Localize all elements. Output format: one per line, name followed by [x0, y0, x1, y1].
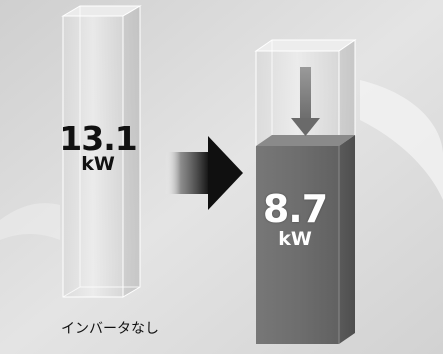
left-column-front: [62, 15, 124, 298]
right-column-fill-side: [339, 135, 355, 344]
right-value: 8.7: [262, 187, 328, 231]
right-value-label: 8.7 kW: [245, 190, 345, 249]
background-swoosh: [360, 80, 443, 200]
down-arrow-icon: [291, 67, 320, 136]
left-unit: kW: [81, 153, 115, 175]
left-value-label: 13.1 kW: [48, 122, 148, 174]
left-column-caption: インバータなし: [61, 321, 159, 337]
right-column-fill-front: [256, 146, 339, 344]
right-column: [254, 39, 357, 344]
right-unit: kW: [278, 228, 312, 250]
right-column-top: [254, 39, 357, 52]
right-column-glass-side: [338, 39, 356, 147]
left-value: 13.1: [59, 119, 137, 158]
background-swoosh-2: [0, 203, 60, 240]
left-column: [61, 5, 142, 298]
right-column-fill-top: [256, 135, 355, 146]
right-column-glass: [255, 50, 340, 147]
right-arrow-icon: [165, 136, 243, 210]
left-column-inner-diag: [62, 286, 81, 298]
